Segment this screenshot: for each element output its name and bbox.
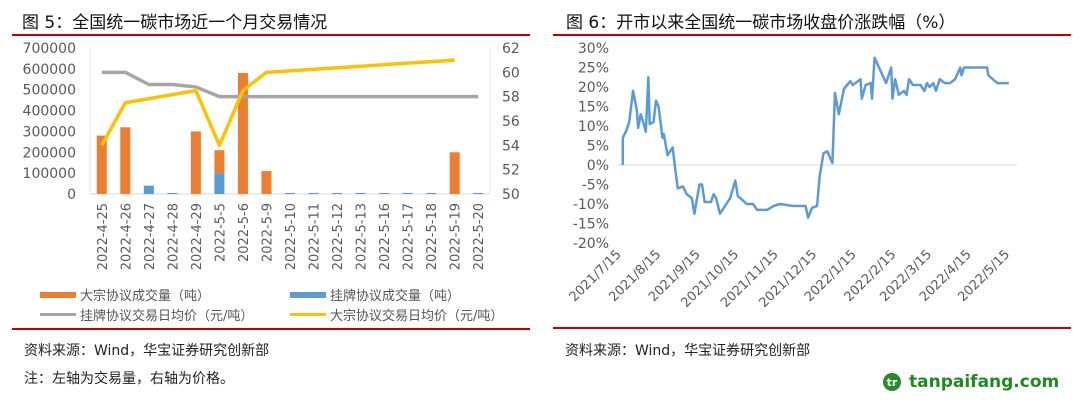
legend-swatch (290, 291, 326, 298)
listed-volume-bar (426, 192, 437, 194)
listed-volume-bar (308, 192, 319, 194)
right-axis-tick-label: 50 (502, 187, 520, 203)
tanpaifang-logo-icon: tr (883, 373, 901, 391)
left-axis-tick-label: 200000 (23, 145, 76, 161)
legend-swatch (290, 313, 326, 316)
left-top-divider (12, 34, 530, 36)
bulk-price-line (100, 58, 455, 148)
legend-label: 大宗协议交易日均价（元/吨） (330, 309, 504, 324)
legend-label: 挂牌协议交易日均价（元/吨） (80, 309, 254, 324)
left-axis-tick-label: 0 (67, 187, 76, 203)
watermark-text: tanpaifang.com (909, 372, 1060, 392)
y-axis-tick-label: 15% (578, 100, 609, 116)
y-axis-tick-label: -15% (573, 217, 609, 233)
x-axis-tick-label: 2022-5-5 (213, 203, 228, 262)
listed-volume-bar (473, 192, 484, 194)
x-axis-tick-label: 2022-5-16 (378, 203, 393, 270)
x-axis-tick-label: 2022-5-11 (308, 203, 323, 270)
left-axis-tick-label: 700000 (23, 41, 76, 57)
bulk-volume-bar (449, 152, 460, 194)
legend-swatch (40, 313, 76, 316)
bulk-volume-bar (96, 135, 107, 194)
legend-label: 挂牌协议成交量（吨） (330, 289, 461, 304)
y-axis-tick-label: 20% (578, 80, 609, 96)
x-axis-tick-label: 2022-5-20 (472, 203, 487, 270)
left-axis-tick-label: 600000 (23, 62, 76, 78)
bulk-volume-bar (261, 171, 272, 194)
left-source-text: 资料来源：Wind，华宝证券研究创新部 (24, 343, 270, 359)
left-bottom-divider (12, 328, 530, 330)
y-axis-tick-label: 25% (578, 61, 609, 77)
bulk-volume-bar (190, 131, 201, 194)
right-bottom-divider (553, 327, 1071, 329)
y-axis-tick-label: -20% (573, 236, 609, 252)
right-axis-tick-label: 54 (502, 138, 520, 154)
legend-item-listed-price: 挂牌协议交易日均价（元/吨） (40, 305, 253, 324)
x-axis-tick-label: 2022-5-19 (449, 203, 464, 270)
x-axis-tick-label: 2022-4-27 (143, 203, 158, 270)
listed-volume-bar (143, 185, 154, 194)
y-axis-tick-label: 5% (587, 139, 609, 155)
listed-volume-bar (332, 192, 343, 194)
left-axis-tick-label: 500000 (23, 83, 76, 99)
x-axis-tick-label: 2022-4-25 (96, 203, 111, 270)
x-axis-tick-label: 2022-4-29 (190, 203, 205, 270)
left-axis-tick-label: 400000 (23, 104, 76, 120)
y-axis-tick-label: -10% (573, 197, 609, 213)
x-axis-tick-label: 2022-4-26 (119, 203, 134, 270)
bulk-volume-bar (214, 150, 225, 174)
listed-volume-bar (285, 192, 295, 194)
legend-label: 大宗协议成交量（吨） (80, 289, 211, 304)
right-axis-tick-label: 56 (502, 114, 520, 130)
left-chart-title: 图 5：全国统一碳市场近一个月交易情况 (22, 13, 328, 33)
legend-swatch (40, 291, 76, 298)
x-axis-tick-label: 2022-4-28 (166, 203, 181, 270)
listed-volume-bar (355, 192, 366, 194)
left-chart: 0 100000 200000 300000 400000 500000 600000 700… (23, 41, 520, 270)
legend-item-bulk-volume: 大宗协议成交量（吨） (40, 285, 210, 304)
x-axis-tick-label: 2022-5-17 (402, 203, 417, 270)
x-axis-tick-label: 2022-5-9 (260, 203, 275, 262)
legend-item-listed-volume: 挂牌协议成交量（吨） (290, 285, 460, 304)
x-axis-tick-label: 2022-5-10 (284, 203, 299, 270)
right-axis-tick-label: 58 (502, 90, 520, 106)
right-chart-title: 图 6：开市以来全国统一碳市场收盘价涨跌幅（%） (566, 13, 956, 33)
y-axis-tick-label: -5% (582, 178, 609, 194)
left-axis-tick-label: 100000 (23, 166, 76, 182)
x-axis-tick-label: 2022-5-13 (355, 203, 370, 270)
left-note-text: 注：左轴为交易量，右轴为价格。 (24, 371, 234, 387)
right-axis-tick-label: 52 (502, 163, 520, 179)
x-axis-tick-label: 2022-5-18 (425, 203, 440, 270)
right-chart: -20%-15%-10%-5%0%5%10%15%20%25%30%2021/7… (567, 41, 1017, 311)
listed-volume-bar (402, 192, 413, 194)
x-axis-tick-label: 2022-5-12 (331, 203, 346, 270)
right-axis-tick-label: 62 (502, 41, 520, 57)
price-change-line (621, 56, 1009, 219)
right-axis-tick-label: 60 (502, 65, 520, 81)
listed-volume-bar (214, 173, 225, 194)
y-axis-tick-label: 10% (578, 119, 609, 135)
bulk-volume-bar (237, 73, 248, 194)
bulk-volume-bar (120, 127, 131, 194)
listed-price-line (101, 70, 479, 99)
watermark-logo: tr tanpaifang.com (883, 372, 1059, 392)
x-axis-tick-label: 2022-5-6 (237, 203, 252, 262)
left-axis-tick-label: 300000 (23, 124, 76, 140)
legend-item-bulk-price: 大宗协议交易日均价（元/吨） (290, 305, 503, 324)
right-source-text: 资料来源：Wind，华宝证券研究创新部 (565, 343, 811, 359)
listed-volume-bar (379, 192, 390, 194)
right-top-divider (553, 34, 1071, 36)
y-axis-tick-label: 0% (587, 158, 609, 174)
y-axis-tick-label: 30% (578, 41, 609, 57)
listed-volume-bar (167, 192, 178, 194)
